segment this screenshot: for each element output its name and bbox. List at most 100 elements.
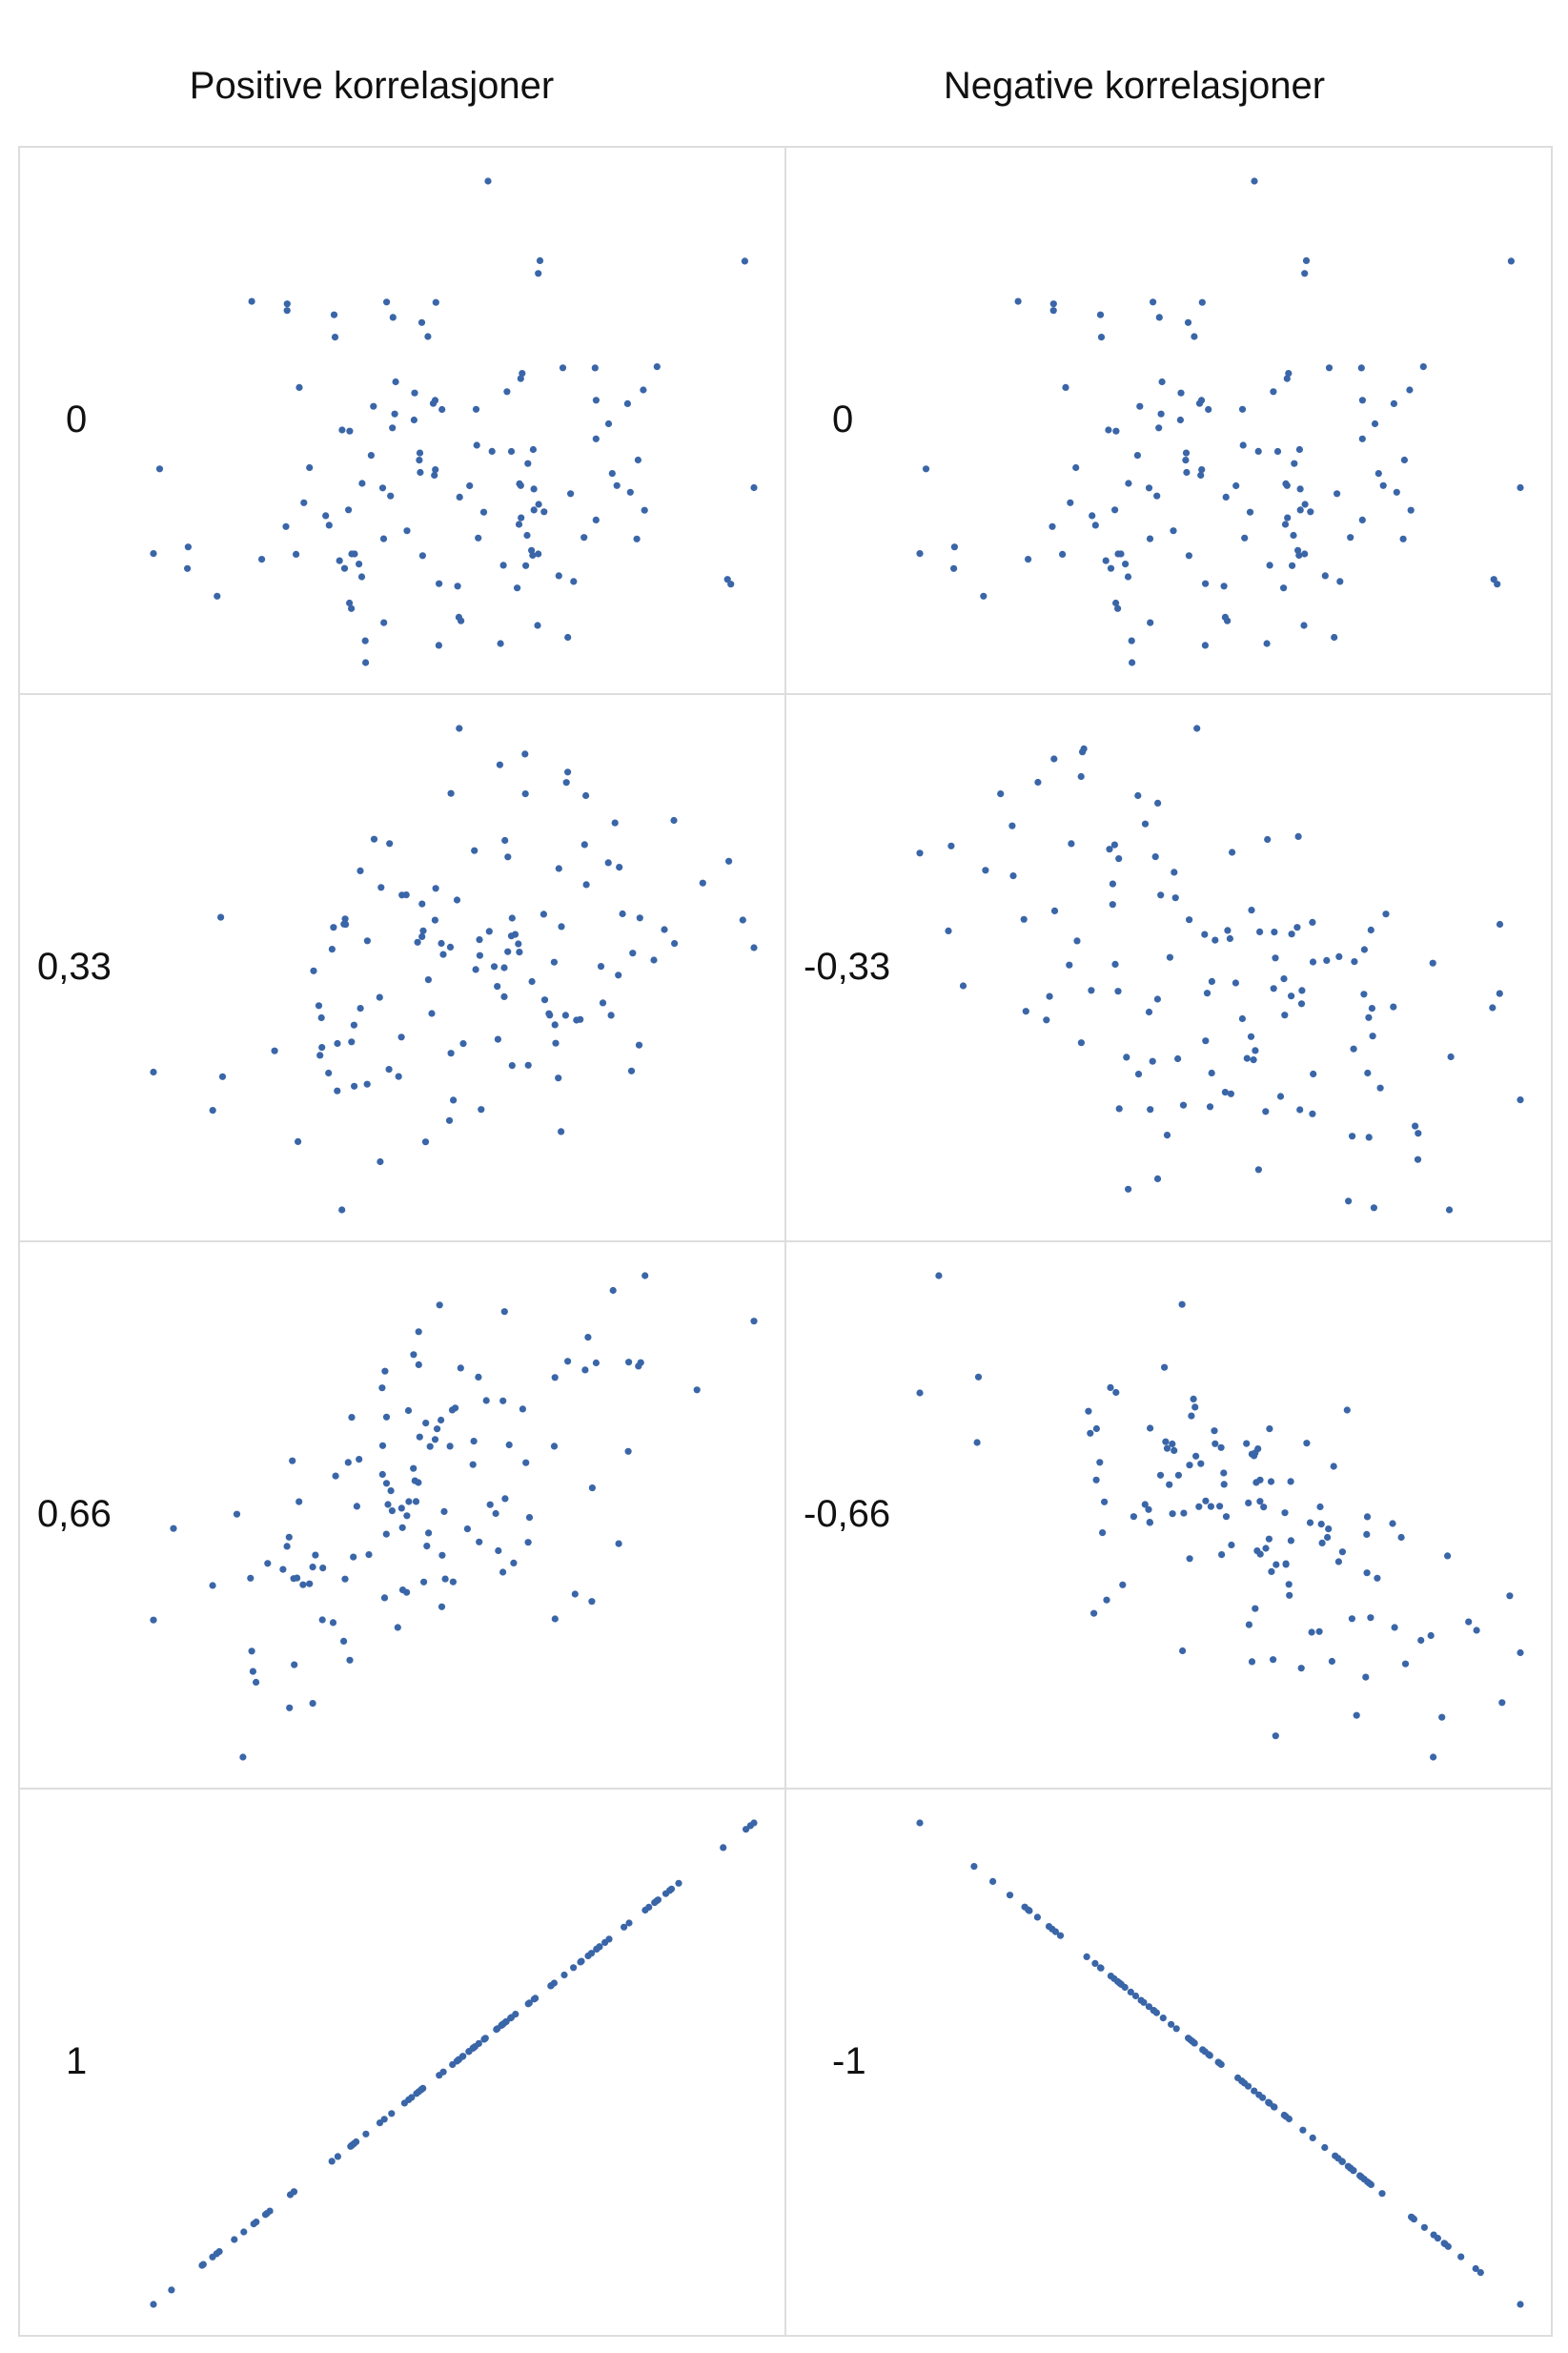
scatter-point [1140, 1998, 1148, 2006]
scatter-point [1285, 370, 1293, 378]
scatter-point [518, 514, 525, 522]
scatter-point [1201, 931, 1209, 938]
scatter-point [596, 1943, 603, 1951]
scatter-point [1427, 1631, 1435, 1640]
scatter-point [466, 481, 474, 490]
scatter-point [1171, 869, 1178, 876]
scatter-point [377, 884, 385, 891]
scatter-point [1300, 622, 1308, 629]
scatter-point [627, 1067, 636, 1074]
scatter-point [1180, 1509, 1188, 1517]
scatter-plot [916, 177, 1524, 666]
scatter-point [662, 1890, 670, 1897]
scatter-point [1400, 456, 1408, 464]
scatter-point [500, 964, 508, 972]
scatter-point [472, 405, 480, 413]
scatter-point [1109, 901, 1116, 909]
scatter-point [1358, 397, 1366, 404]
scatter-point [1195, 399, 1204, 407]
scatter-point [247, 1574, 255, 1582]
scatter-point [1328, 1657, 1335, 1666]
scatter-point [624, 1447, 632, 1455]
scatter-point [1295, 445, 1303, 454]
scatter-point [1050, 755, 1058, 763]
scatter-point [522, 562, 530, 569]
scatter-point [633, 535, 641, 542]
scatter-point [1365, 1134, 1373, 1141]
scatter-point [328, 2158, 336, 2165]
scatter-point [1356, 2172, 1364, 2179]
scatter-point [1270, 388, 1277, 396]
scatter-point [625, 1919, 633, 1927]
scatter-point [1188, 1412, 1195, 1420]
scatter-point [532, 1995, 540, 2002]
scatter-point [350, 1553, 357, 1561]
scatter-point [334, 2153, 341, 2160]
scatter-point [514, 584, 521, 592]
scatter-point [1248, 1658, 1256, 1666]
scatter-point [1009, 872, 1017, 880]
scatter-point [458, 2053, 466, 2060]
scatter-point [959, 982, 967, 990]
scatter-point [1285, 2115, 1293, 2123]
scatter-plot [150, 177, 758, 666]
scatter-point [1496, 920, 1504, 929]
scatter-point [1124, 573, 1132, 581]
scatter-point [1056, 1932, 1065, 1939]
scatter-point [1465, 1618, 1473, 1626]
scatter-point [316, 1052, 324, 1059]
scatter-point [353, 1503, 360, 1510]
scatter-point [500, 1308, 508, 1316]
scatter-point [239, 1753, 247, 1761]
scatter-point [494, 1035, 501, 1043]
scatter-point [1489, 1004, 1497, 1012]
correlation-label: 0,66 [37, 1493, 112, 1535]
scatter-point [1217, 1443, 1225, 1451]
scatter-point [1157, 891, 1165, 899]
scatter-point [1208, 977, 1215, 985]
scatter-point [1176, 416, 1184, 424]
scatter-point [1267, 1478, 1275, 1485]
scatter-point [1371, 419, 1379, 428]
scatter-point [1062, 383, 1069, 391]
scatter-point [1252, 1047, 1259, 1054]
scatter-point [348, 1414, 356, 1422]
scatter-grid: 0 0 0,33 -0,33 0,66 -0,66 1 -1 [18, 146, 1553, 2337]
scatter-point [1103, 1596, 1110, 1604]
scatter-point [1034, 778, 1042, 787]
scatter-point [1357, 364, 1365, 372]
scatter-point [1350, 1045, 1357, 1053]
scatter-point [344, 1459, 352, 1466]
scatter-point [1264, 835, 1272, 844]
scatter-point [454, 583, 461, 590]
scatter-point [199, 2261, 207, 2268]
scatter-point [1245, 1621, 1252, 1628]
scatter-point [217, 913, 225, 921]
scatter-point [1092, 1476, 1100, 1483]
scatter-point [1049, 307, 1057, 315]
scatter-point [551, 1021, 559, 1029]
scatter-point [1517, 2301, 1524, 2308]
scatter-point [621, 1923, 628, 1931]
scatter-point [1288, 931, 1295, 938]
scatter-point [625, 1359, 633, 1366]
scatter-point [1190, 1395, 1197, 1402]
scatter-point [438, 1603, 446, 1610]
correlation-label: 0 [66, 399, 88, 440]
scatter-point [1245, 1499, 1252, 1506]
scatter-point [325, 1069, 333, 1077]
scatter-point [605, 1935, 613, 1943]
scatter-point [1105, 426, 1112, 434]
scatter-point [651, 1899, 659, 1907]
scatter-point [1216, 2059, 1224, 2068]
scatter-panel-6: -0,66 [784, 1240, 1553, 1790]
scatter-point [661, 926, 668, 933]
scatter-point [476, 936, 483, 944]
scatter-point [564, 633, 572, 642]
scatter-point [1295, 551, 1303, 560]
scatter-point [1026, 1907, 1033, 1914]
scatter-point [1414, 1156, 1422, 1163]
scatter-point [1206, 2052, 1213, 2059]
scatter-point [1224, 927, 1232, 934]
scatter-point [184, 543, 192, 551]
